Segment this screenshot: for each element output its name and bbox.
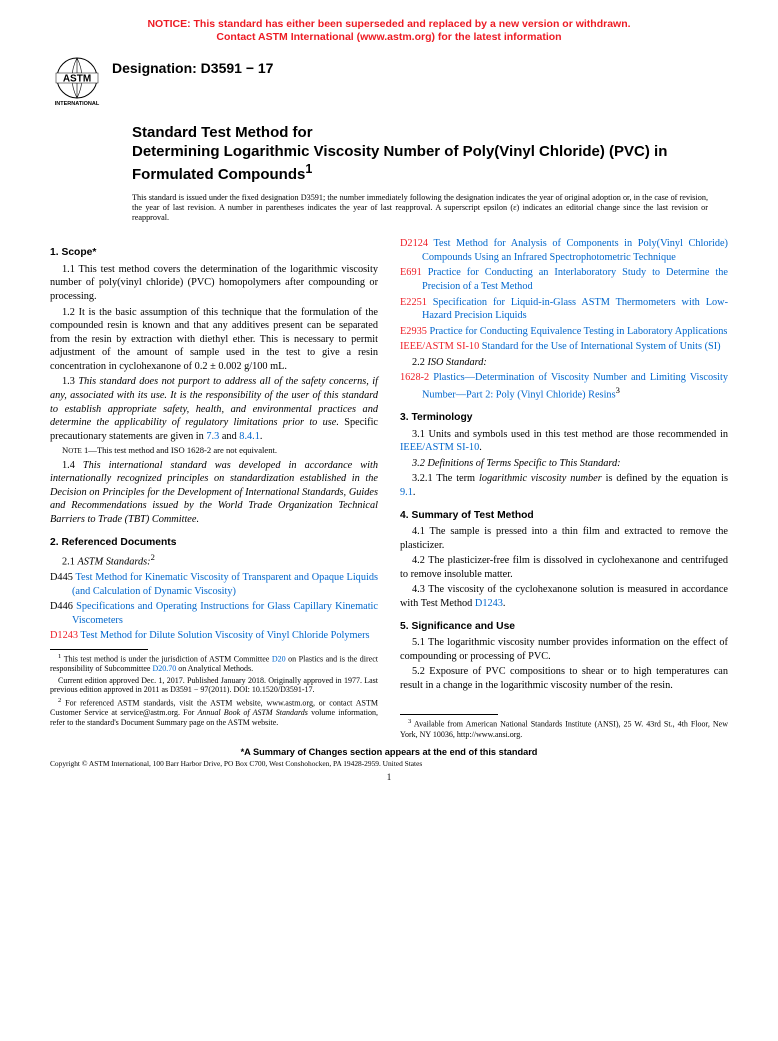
p-1-4: 1.4 This international standard was deve… bbox=[50, 459, 378, 527]
link-d445[interactable]: Test Method for Kinematic Viscosity of T… bbox=[72, 572, 378, 597]
link-iso1628[interactable]: Plastics—Determination of Viscosity Numb… bbox=[422, 372, 728, 400]
p-4-1: 4.1 The sample is pressed into a thin fi… bbox=[400, 525, 728, 552]
designation: Designation: D3591 − 17 bbox=[112, 54, 273, 76]
footnote-2: 2 For referenced ASTM standards, visit t… bbox=[50, 697, 378, 727]
ref-e2935: E2935 Practice for Conducting Equivalenc… bbox=[400, 325, 728, 339]
p-3-2: 3.2 Definitions of Terms Specific to Thi… bbox=[400, 457, 728, 471]
copyright: Copyright © ASTM International, 100 Barr… bbox=[50, 759, 728, 768]
footnote-3: 3 Available from American National Stand… bbox=[400, 718, 728, 739]
footnotes-col2: 3 Available from American National Stand… bbox=[400, 714, 728, 739]
title-sup: 1 bbox=[305, 162, 312, 176]
note-1: NOTE NOTE 1—This test method and ISO 162… bbox=[50, 445, 378, 456]
link-d1243[interactable]: Test Method for Dilute Solution Viscosit… bbox=[78, 630, 370, 641]
title-block: Standard Test Method for Determining Log… bbox=[132, 124, 718, 184]
footnotes-col1: 1 This test method is under the jurisdic… bbox=[50, 649, 378, 727]
astm-logo: ASTM INTERNATIONAL bbox=[50, 54, 104, 108]
heading-references: 2. Referenced Documents bbox=[50, 536, 378, 550]
notice-banner: NOTICE: This standard has either been su… bbox=[50, 18, 728, 44]
p-1-1: 1.1 This test method covers the determin… bbox=[50, 263, 378, 304]
link-d1243-2[interactable]: D1243 bbox=[475, 598, 503, 609]
sub-2-1: 2.1 ASTM Standards:2 bbox=[50, 552, 378, 569]
p-1-3: 1.3 This standard does not purport to ad… bbox=[50, 375, 378, 443]
link-9-1[interactable]: 9.1 bbox=[400, 487, 413, 498]
p-3-2-1: 3.2.1 The term logarithmic viscosity num… bbox=[400, 472, 728, 499]
issued-note: This standard is issued under the fixed … bbox=[132, 193, 728, 224]
ref-d445: D445 Test Method for Kinematic Viscosity… bbox=[50, 571, 378, 598]
link-e2935[interactable]: Practice for Conducting Equivalence Test… bbox=[427, 326, 727, 337]
ref-d2124: D2124 Test Method for Analysis of Compon… bbox=[400, 237, 728, 264]
heading-significance: 5. Significance and Use bbox=[400, 620, 728, 634]
body-columns: 1. Scope* 1.1 This test method covers th… bbox=[50, 237, 728, 739]
ref-d446: D446 Specifications and Operating Instru… bbox=[50, 600, 378, 627]
footnote-1: 1 This test method is under the jurisdic… bbox=[50, 653, 378, 674]
link-e2251[interactable]: Specification for Liquid-in-Glass ASTM T… bbox=[422, 297, 728, 322]
document-page: NOTICE: This standard has either been su… bbox=[0, 0, 778, 1041]
p-4-3: 4.3 The viscosity of the cyclohexanone s… bbox=[400, 583, 728, 610]
page-number: 1 bbox=[50, 772, 728, 782]
ref-iso1628: 1628-2 Plastics—Determination of Viscosi… bbox=[400, 371, 728, 402]
header-row: ASTM INTERNATIONAL Designation: D3591 − … bbox=[50, 54, 728, 108]
p-5-1: 5.1 The logarithmic viscosity number pro… bbox=[400, 636, 728, 663]
changes-note: *A Summary of Changes section appears at… bbox=[50, 747, 728, 757]
notice-line2: Contact ASTM International (www.astm.org… bbox=[216, 31, 561, 43]
link-si10[interactable]: Standard for the Use of International Sy… bbox=[479, 341, 720, 352]
svg-text:INTERNATIONAL: INTERNATIONAL bbox=[55, 101, 100, 107]
ref-e691: E691 Practice for Conducting an Interlab… bbox=[400, 266, 728, 293]
title-line2: Determining Logarithmic Viscosity Number… bbox=[132, 143, 667, 183]
ref-e2251: E2251 Specification for Liquid-in-Glass … bbox=[400, 296, 728, 323]
heading-scope: 1. Scope* bbox=[50, 246, 378, 260]
link-e691[interactable]: Practice for Conducting an Interlaborato… bbox=[422, 267, 728, 292]
link-d20[interactable]: D20 bbox=[272, 655, 286, 664]
link-8-4-1[interactable]: 8.4.1 bbox=[239, 431, 260, 442]
sub-2-2: 2.2 ISO Standard: bbox=[400, 356, 728, 370]
link-d2124[interactable]: Test Method for Analysis of Components i… bbox=[422, 238, 728, 263]
svg-text:ASTM: ASTM bbox=[63, 74, 91, 85]
title-line1: Standard Test Method for bbox=[132, 124, 313, 141]
link-si10-2[interactable]: IEEE/ASTM SI-10 bbox=[400, 442, 479, 453]
link-d446[interactable]: Specifications and Operating Instruction… bbox=[72, 601, 378, 626]
p-3-1: 3.1 Units and symbols used in this test … bbox=[400, 428, 728, 455]
link-7-3[interactable]: 7.3 bbox=[206, 431, 219, 442]
p-1-2: 1.2 It is the basic assumption of this t… bbox=[50, 306, 378, 374]
heading-summary: 4. Summary of Test Method bbox=[400, 509, 728, 523]
footnote-1b: Current edition approved Dec. 1, 2017. P… bbox=[50, 676, 378, 695]
link-d20-70[interactable]: D20.70 bbox=[152, 664, 176, 673]
ref-d1243: D1243 Test Method for Dilute Solution Vi… bbox=[50, 629, 378, 643]
p-5-2: 5.2 Exposure of PVC compositions to shea… bbox=[400, 665, 728, 692]
p-4-2: 4.2 The plasticizer-free film is dissolv… bbox=[400, 554, 728, 581]
heading-terminology: 3. Terminology bbox=[400, 411, 728, 425]
notice-line1: NOTICE: This standard has either been su… bbox=[147, 18, 630, 30]
ref-si10: IEEE/ASTM SI-10 Standard for the Use of … bbox=[400, 340, 728, 354]
